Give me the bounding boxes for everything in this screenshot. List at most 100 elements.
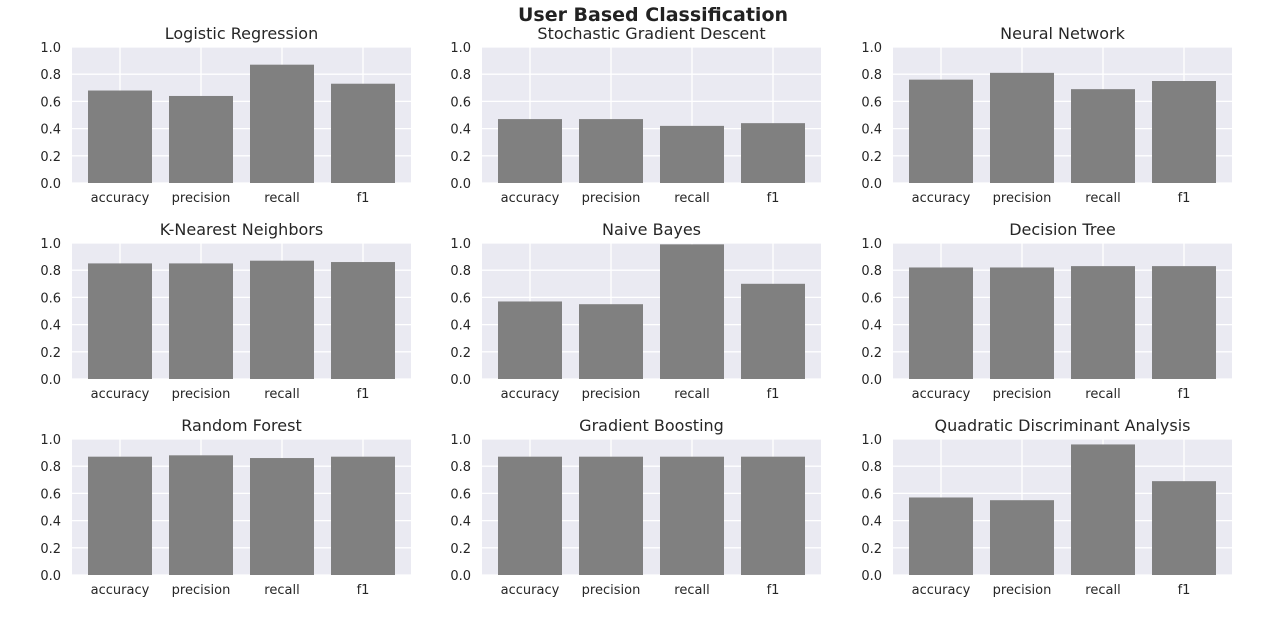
y-tick-label: 0.8 <box>40 460 61 475</box>
x-tick-label: recall <box>674 191 709 206</box>
x-tick-label: precision <box>172 387 231 402</box>
x-tick-label: accuracy <box>501 191 560 206</box>
x-tick-label: precision <box>993 583 1052 598</box>
bar-f1 <box>331 456 395 575</box>
subplot-title: K-Nearest Neighbors <box>160 220 323 239</box>
subplot-title: Random Forest <box>181 416 301 435</box>
y-tick-label: 0.0 <box>40 373 61 388</box>
y-tick-label: 0.2 <box>40 346 61 361</box>
y-tick-label: 0.0 <box>861 373 882 388</box>
y-tick-label: 0.6 <box>40 487 61 502</box>
bar-f1 <box>741 283 805 379</box>
y-tick-label: 1.0 <box>861 41 882 56</box>
x-tick-label: f1 <box>1178 191 1191 206</box>
y-tick-label: 0.8 <box>450 68 471 83</box>
y-tick-label: 0.2 <box>40 150 61 165</box>
y-tick-label: 0.8 <box>40 264 61 279</box>
bar-accuracy <box>909 79 973 183</box>
x-tick-label: f1 <box>767 387 780 402</box>
subplot-title: Decision Tree <box>1009 220 1116 239</box>
bar-accuracy <box>498 456 562 575</box>
y-tick-label: 0.4 <box>861 319 882 334</box>
x-tick-label: f1 <box>357 387 370 402</box>
bar-f1 <box>331 262 395 379</box>
bar-precision <box>169 455 233 575</box>
x-tick-label: accuracy <box>91 191 150 206</box>
x-tick-label: precision <box>582 191 641 206</box>
y-tick-label: 0.6 <box>450 95 471 110</box>
bar-precision <box>169 95 233 183</box>
x-tick-label: accuracy <box>912 191 971 206</box>
x-tick-label: accuracy <box>501 583 560 598</box>
figure-title: User Based Classification <box>518 4 788 26</box>
x-tick-label: f1 <box>767 583 780 598</box>
y-tick-label: 0.2 <box>861 346 882 361</box>
y-tick-label: 0.4 <box>450 123 471 138</box>
x-tick-label: precision <box>582 387 641 402</box>
y-tick-label: 1.0 <box>40 41 61 56</box>
y-tick-label: 1.0 <box>450 41 471 56</box>
y-tick-label: 0.8 <box>40 68 61 83</box>
bar-accuracy <box>88 263 152 379</box>
x-tick-label: f1 <box>1178 583 1191 598</box>
x-tick-label: f1 <box>1178 387 1191 402</box>
x-tick-label: recall <box>1085 191 1120 206</box>
subplot-title: Neural Network <box>1000 24 1125 43</box>
bar-precision <box>579 456 643 575</box>
x-tick-label: recall <box>1085 387 1120 402</box>
y-tick-label: 1.0 <box>40 237 61 252</box>
x-tick-label: recall <box>1085 583 1120 598</box>
bar-recall <box>660 125 724 183</box>
bar-precision <box>990 72 1054 183</box>
bar-f1 <box>1152 81 1216 183</box>
bar-accuracy <box>498 119 562 183</box>
y-tick-label: 0.2 <box>450 346 471 361</box>
bar-accuracy <box>88 456 152 575</box>
y-tick-label: 0.8 <box>861 460 882 475</box>
bar-recall <box>250 260 314 379</box>
y-tick-label: 0.2 <box>450 542 471 557</box>
y-tick-label: 0.2 <box>861 542 882 557</box>
x-tick-label: recall <box>264 387 299 402</box>
bar-accuracy <box>909 267 973 379</box>
subplot-title: Logistic Regression <box>165 24 318 43</box>
x-tick-label: f1 <box>357 191 370 206</box>
bar-accuracy <box>909 497 973 575</box>
bar-recall <box>1071 444 1135 575</box>
x-tick-label: f1 <box>767 191 780 206</box>
x-tick-label: recall <box>674 387 709 402</box>
y-tick-label: 1.0 <box>861 237 882 252</box>
bar-precision <box>169 263 233 379</box>
subplot-neural-network: 0.0 0.2 0.4 0.6 0.8 1.0 accuracy precision recal… <box>861 24 1232 206</box>
bar-recall <box>660 244 724 379</box>
subplot-stochastic-gradient-descent: 0.0 0.2 0.4 0.6 0.8 1.0 accuracy precision recal… <box>450 24 821 206</box>
y-tick-label: 0.0 <box>450 373 471 388</box>
bar-accuracy <box>498 301 562 379</box>
subplot-quadratic-discriminant-analysis: 0.0 0.2 0.4 0.6 0.8 1.0 accuracy precision recal… <box>861 416 1232 598</box>
x-tick-label: accuracy <box>912 583 971 598</box>
y-tick-label: 0.0 <box>40 177 61 192</box>
bar-recall <box>1071 266 1135 379</box>
subplot-logistic-regression: 0.0 0.2 0.4 0.6 0.8 1.0 accuracy precision recal… <box>40 24 411 206</box>
bar-recall <box>660 456 724 575</box>
subplot-title: Gradient Boosting <box>579 416 724 435</box>
x-tick-label: precision <box>993 387 1052 402</box>
subplot-decision-tree: 0.0 0.2 0.4 0.6 0.8 1.0 accuracy precision recal… <box>861 220 1232 402</box>
y-tick-label: 1.0 <box>450 433 471 448</box>
subplot-naive-bayes: 0.0 0.2 0.4 0.6 0.8 1.0 accuracy precision recal… <box>450 220 821 402</box>
bar-f1 <box>741 456 805 575</box>
x-tick-label: precision <box>582 583 641 598</box>
y-tick-label: 0.4 <box>40 319 61 334</box>
bar-recall <box>1071 89 1135 183</box>
x-tick-label: accuracy <box>912 387 971 402</box>
y-tick-label: 0.6 <box>450 291 471 306</box>
x-tick-label: accuracy <box>501 387 560 402</box>
y-tick-label: 0.4 <box>450 319 471 334</box>
y-tick-label: 0.4 <box>861 123 882 138</box>
subplot-k-nearest-neighbors: 0.0 0.2 0.4 0.6 0.8 1.0 accuracy precision recal… <box>40 220 411 402</box>
bar-f1 <box>741 123 805 183</box>
bar-precision <box>990 267 1054 379</box>
y-tick-label: 0.6 <box>861 291 882 306</box>
x-tick-label: recall <box>264 191 299 206</box>
